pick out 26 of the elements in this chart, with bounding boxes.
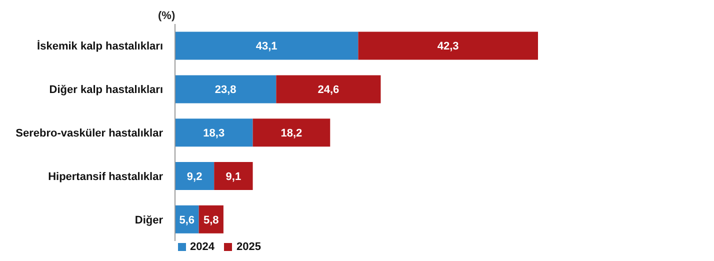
bar	[175, 75, 276, 104]
legend-label: 2025	[236, 241, 261, 253]
y-tick-label: Hipertansif hastalıklar	[48, 170, 164, 183]
data-label: 18,2	[280, 128, 302, 140]
data-label: 5,8	[203, 214, 219, 226]
data-label: 43,1	[256, 40, 278, 53]
data-label: 42,3	[437, 40, 459, 53]
y-tick-label: Diğer kalp hastalıkları	[49, 84, 163, 96]
data-label: 5,6	[179, 214, 195, 226]
y-tick-label: Diğer	[134, 214, 164, 226]
bar	[276, 75, 381, 104]
bar	[358, 32, 538, 60]
data-label: 9,2	[186, 170, 202, 183]
data-label: 23,8	[214, 84, 236, 96]
bar	[175, 32, 358, 60]
legend-label: 2024	[190, 241, 214, 253]
y-tick-label: İskemik kalp hastalıkları	[37, 40, 163, 53]
data-label: 9,1	[226, 170, 242, 183]
bar	[252, 118, 330, 147]
data-label: 24,6	[318, 84, 340, 96]
bar	[175, 118, 253, 147]
y-axis-title: (%)	[158, 10, 176, 22]
bar	[175, 162, 214, 190]
bar	[214, 162, 253, 190]
y-tick-label: Serebro-vasküler hastalıklar	[16, 128, 164, 140]
data-label: 18,3	[203, 128, 225, 140]
